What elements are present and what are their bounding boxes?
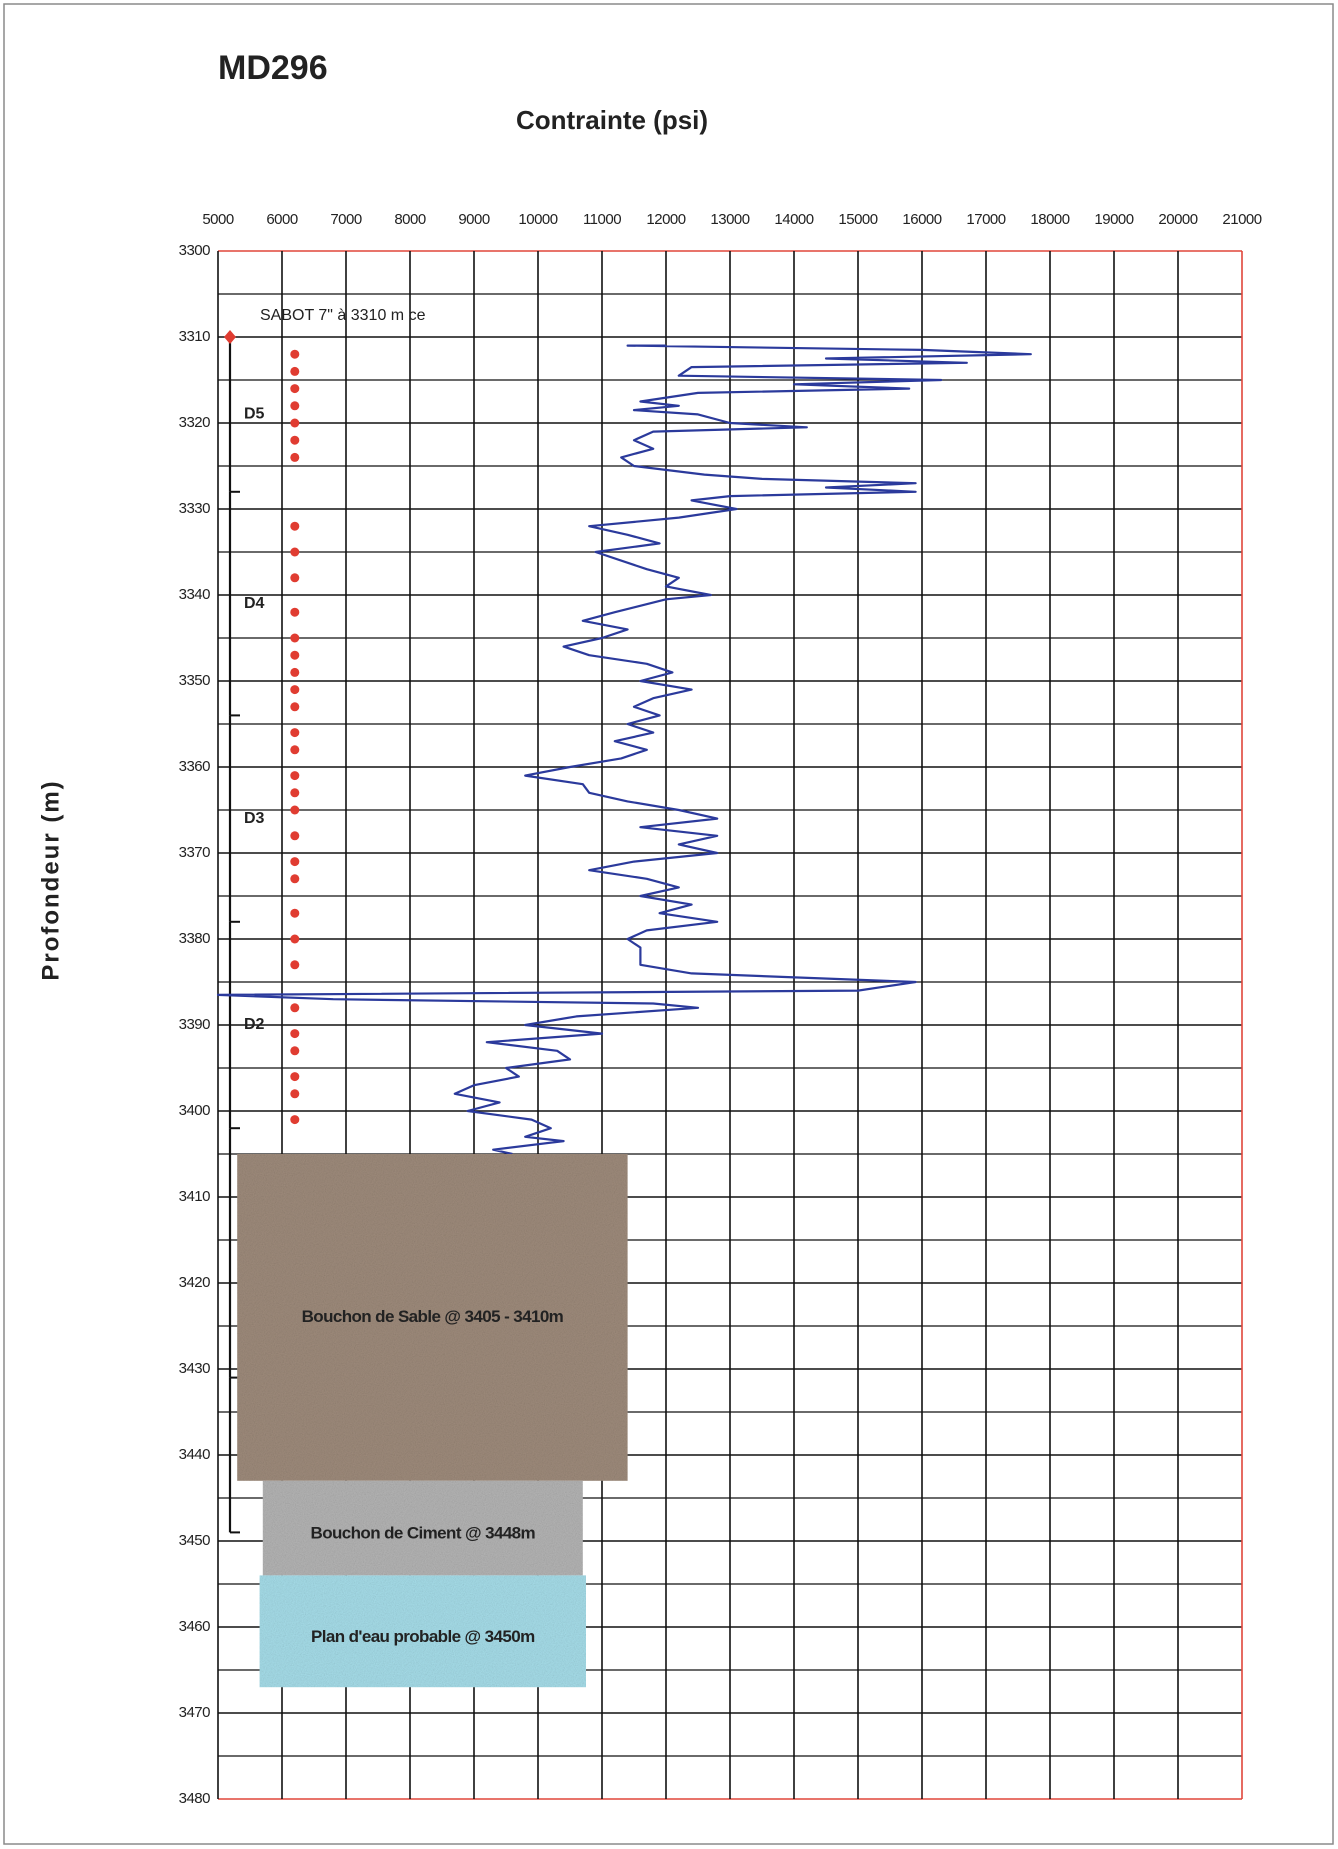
perforation [290, 667, 300, 677]
perforation [290, 573, 300, 583]
perforation [290, 874, 300, 884]
y-tick-label: 3480 [179, 1790, 211, 1807]
perforation [290, 960, 300, 970]
perforation [290, 1029, 300, 1039]
x-tick-label: 12000 [646, 211, 685, 228]
x-tick-label: 6000 [266, 211, 298, 228]
x-tick-label: 10000 [518, 211, 557, 228]
perforation [290, 685, 300, 695]
x-tick-label: 8000 [394, 211, 426, 228]
x-tick-label: 15000 [838, 211, 877, 228]
shoe-label: SABOT 7" à 3310 m ce [260, 307, 426, 324]
y-tick-label: 3330 [179, 500, 211, 517]
x-axis-label: Contrainte (psi) [516, 105, 708, 135]
shoe-marker [224, 330, 236, 344]
perforation [290, 1003, 300, 1013]
y-tick-label: 3430 [179, 1360, 211, 1377]
stress-curve [216, 344, 1032, 1156]
y-tick-label: 3460 [179, 1618, 211, 1635]
x-tick-label: 5000 [202, 211, 234, 228]
y-tick-label: 3400 [179, 1102, 211, 1119]
perforation [290, 366, 300, 376]
x-tick-label: 21000 [1222, 211, 1261, 228]
perforation [290, 771, 300, 781]
perforation [290, 607, 300, 617]
y-tick-label: 3440 [179, 1446, 211, 1463]
perforation [290, 633, 300, 643]
perforation [290, 745, 300, 755]
perforation [290, 547, 300, 557]
x-tick-label: 19000 [1094, 211, 1133, 228]
y-tick-label: 3470 [179, 1704, 211, 1721]
x-tick-label: 7000 [330, 211, 362, 228]
perforation [290, 1046, 300, 1056]
y-tick-label: 3420 [179, 1274, 211, 1291]
perforation [290, 401, 300, 411]
perforation [290, 349, 300, 359]
zone-label: D3 [244, 810, 265, 827]
perforation [290, 384, 300, 394]
plug-label: Bouchon de Sable @ 3405 - 3410m [302, 1307, 564, 1326]
frame [3, 3, 1334, 1845]
y-axis-label: Profondeur (m) [37, 779, 64, 980]
y-tick-label: 3360 [179, 758, 211, 775]
y-tick-label: 3410 [179, 1188, 211, 1205]
perforation [290, 521, 300, 531]
y-tick-label: 3450 [179, 1532, 211, 1549]
y-tick-label: 3340 [179, 586, 211, 603]
plug-label: Plan d'eau probable @ 3450m [311, 1627, 535, 1646]
x-tick-label: 14000 [774, 211, 813, 228]
perforation [290, 1072, 300, 1082]
perforation [290, 1089, 300, 1099]
perforation [290, 788, 300, 798]
plug-label: Bouchon de Ciment @ 3448m [311, 1524, 536, 1543]
x-tick-label: 18000 [1030, 211, 1069, 228]
x-tick-label: 13000 [710, 211, 749, 228]
plug [237, 1154, 628, 1481]
y-tick-label: 3300 [179, 242, 211, 259]
x-tick-label: 9000 [458, 211, 490, 228]
y-tick-label: 3370 [179, 844, 211, 861]
perforation [290, 831, 300, 841]
perforation [290, 728, 300, 738]
plug [259, 1575, 586, 1688]
perforation [290, 650, 300, 660]
y-tick-label: 3310 [179, 328, 211, 345]
y-tick-label: 3350 [179, 672, 211, 689]
x-tick-label: 16000 [902, 211, 941, 228]
perforation [290, 452, 300, 462]
perforation [290, 908, 300, 918]
perforation [290, 1115, 300, 1125]
zone-label: D4 [244, 595, 265, 612]
y-tick-label: 3380 [179, 930, 211, 947]
y-tick-label: 3390 [179, 1016, 211, 1033]
x-tick-label: 11000 [583, 211, 621, 228]
perforation [290, 805, 300, 815]
perforation [290, 418, 300, 428]
perforation [290, 934, 300, 944]
perforation [290, 857, 300, 867]
zone-label: D5 [244, 406, 265, 423]
plug [262, 1480, 583, 1576]
perforation [290, 435, 300, 445]
chart-title: MD296 [218, 49, 328, 87]
x-tick-label: 20000 [1158, 211, 1197, 228]
perforation [290, 702, 300, 712]
x-tick-label: 17000 [966, 211, 1005, 228]
zone-label: D2 [244, 1016, 265, 1033]
y-tick-label: 3320 [179, 414, 211, 431]
